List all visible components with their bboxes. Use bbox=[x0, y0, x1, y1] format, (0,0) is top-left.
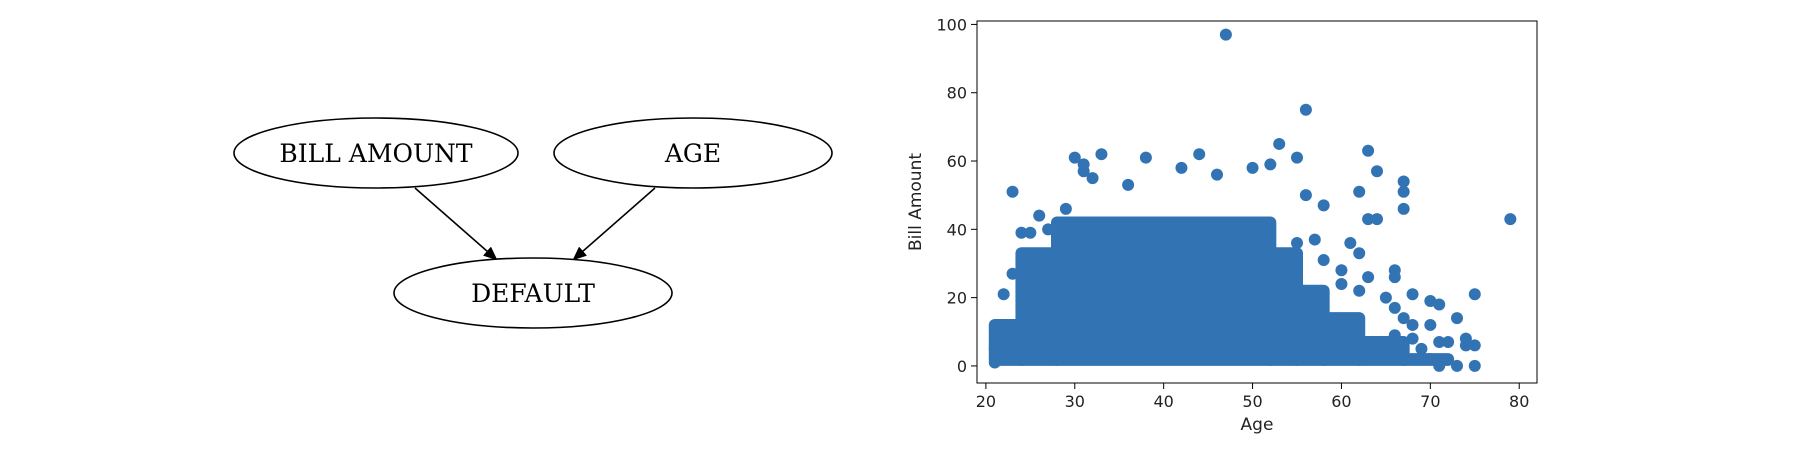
scatter-point bbox=[1024, 226, 1037, 239]
x-tick-label: 70 bbox=[1420, 392, 1440, 411]
scatter-point bbox=[1015, 226, 1028, 239]
scatter-point bbox=[1371, 165, 1383, 178]
scatter-point bbox=[1122, 178, 1135, 191]
y-tick-label: 100 bbox=[936, 15, 967, 34]
y-tick-label: 80 bbox=[947, 84, 967, 103]
scatter-point bbox=[1362, 144, 1375, 157]
scatter-point bbox=[1006, 267, 1019, 280]
scatter-point bbox=[1442, 336, 1455, 349]
x-tick-label: 50 bbox=[1242, 392, 1262, 411]
y-tick-label: 40 bbox=[947, 220, 967, 239]
node-age: AGE bbox=[553, 117, 833, 189]
scatter-point bbox=[1042, 223, 1055, 236]
x-axis-label: Age bbox=[1241, 415, 1274, 435]
scatter-point bbox=[1291, 236, 1303, 249]
y-axis: 0 20 40 60 80 100 bbox=[936, 15, 977, 376]
scatter-point bbox=[1095, 148, 1108, 161]
dense-region-2 bbox=[1051, 216, 1277, 366]
scatter-point bbox=[1033, 209, 1046, 222]
scatter-point bbox=[1264, 158, 1277, 171]
node-age-label: AGE bbox=[664, 139, 721, 168]
scatter-point bbox=[1308, 233, 1321, 246]
scatter-point bbox=[1362, 213, 1375, 226]
scatter-point bbox=[1397, 312, 1410, 325]
scatter-point bbox=[1397, 175, 1410, 188]
scatter-point bbox=[1291, 151, 1303, 164]
scatter-point bbox=[1433, 298, 1446, 311]
x-tick-label: 20 bbox=[976, 392, 996, 411]
y-tick-label: 0 bbox=[957, 357, 967, 376]
x-tick-label: 80 bbox=[1509, 392, 1529, 411]
scatter-point bbox=[1059, 202, 1072, 215]
scatter-point bbox=[1388, 329, 1401, 342]
y-tick-label: 20 bbox=[947, 289, 967, 308]
node-default: DEFAULT bbox=[393, 257, 673, 329]
scatter-point bbox=[1406, 332, 1419, 345]
causal-diagram: BILL AMOUNT AGE DEFAULT bbox=[233, 117, 833, 329]
scatter-point bbox=[1388, 301, 1401, 314]
scatter-point bbox=[997, 288, 1010, 301]
scatter-point bbox=[997, 332, 1010, 345]
scatter-point bbox=[1371, 213, 1383, 226]
scatter-point bbox=[1468, 359, 1481, 372]
scatter-point bbox=[1397, 202, 1410, 215]
scatter-point bbox=[1139, 151, 1152, 164]
scatter-point bbox=[1335, 277, 1348, 290]
node-bill-amount: BILL AMOUNT bbox=[233, 117, 519, 189]
scatter-point bbox=[1504, 213, 1517, 226]
scatter-point bbox=[1211, 168, 1223, 181]
scatter-point bbox=[1317, 199, 1330, 212]
scatter-point bbox=[1397, 185, 1410, 198]
dense-region-6 bbox=[1353, 336, 1410, 366]
scatter-point bbox=[1433, 359, 1446, 372]
scatter-point bbox=[1379, 291, 1392, 304]
scatter-point bbox=[1086, 172, 1099, 185]
scatter-point bbox=[1299, 103, 1312, 116]
scatter-point bbox=[1406, 318, 1419, 331]
scatter-point bbox=[1459, 339, 1472, 352]
scatter-point bbox=[1353, 247, 1366, 260]
scatter-point bbox=[1451, 359, 1463, 372]
scatter-point bbox=[988, 356, 1001, 369]
scatter-point bbox=[1246, 161, 1259, 174]
scatter-point bbox=[1193, 148, 1206, 161]
scatter-point bbox=[1406, 288, 1419, 301]
y-tick-label: 60 bbox=[947, 152, 967, 171]
x-tick-label: 30 bbox=[1065, 392, 1085, 411]
scatter-point bbox=[1273, 137, 1286, 150]
scatter-point bbox=[1317, 254, 1330, 267]
x-axis: 20 30 40 50 60 70 80 bbox=[976, 383, 1529, 411]
x-tick-label: 40 bbox=[1153, 392, 1173, 411]
x-tick-label: 60 bbox=[1331, 392, 1351, 411]
scatter-point bbox=[1388, 271, 1401, 284]
scatter-point bbox=[1299, 189, 1312, 202]
scatter-point bbox=[1353, 284, 1366, 297]
scatter-point bbox=[1344, 236, 1357, 249]
node-bill-amount-label: BILL AMOUNT bbox=[279, 139, 472, 168]
scatter-point bbox=[1451, 312, 1463, 325]
scatter-point bbox=[1362, 271, 1375, 284]
scatter-point bbox=[1175, 161, 1188, 174]
scatter-point bbox=[1077, 165, 1090, 178]
scatter-point bbox=[1468, 339, 1481, 352]
scatter-point bbox=[1433, 336, 1446, 349]
scatter-point bbox=[1353, 185, 1366, 198]
scatter-point bbox=[1415, 342, 1428, 355]
y-axis-label: Bill Amount bbox=[906, 153, 926, 251]
scatter-point bbox=[988, 342, 1001, 355]
edge-bill-amount-to-default bbox=[414, 187, 498, 261]
scatter-point bbox=[1068, 151, 1081, 164]
scatter-point bbox=[1335, 264, 1348, 277]
scatter-point bbox=[1424, 318, 1437, 331]
scatter-point bbox=[1006, 185, 1019, 198]
edge-age-to-default bbox=[572, 187, 656, 261]
scatter-points bbox=[988, 28, 1517, 372]
scatter-point bbox=[1468, 288, 1481, 301]
scatter-point bbox=[1219, 28, 1232, 41]
scatter-point bbox=[1424, 353, 1437, 366]
node-default-label: DEFAULT bbox=[471, 279, 595, 308]
